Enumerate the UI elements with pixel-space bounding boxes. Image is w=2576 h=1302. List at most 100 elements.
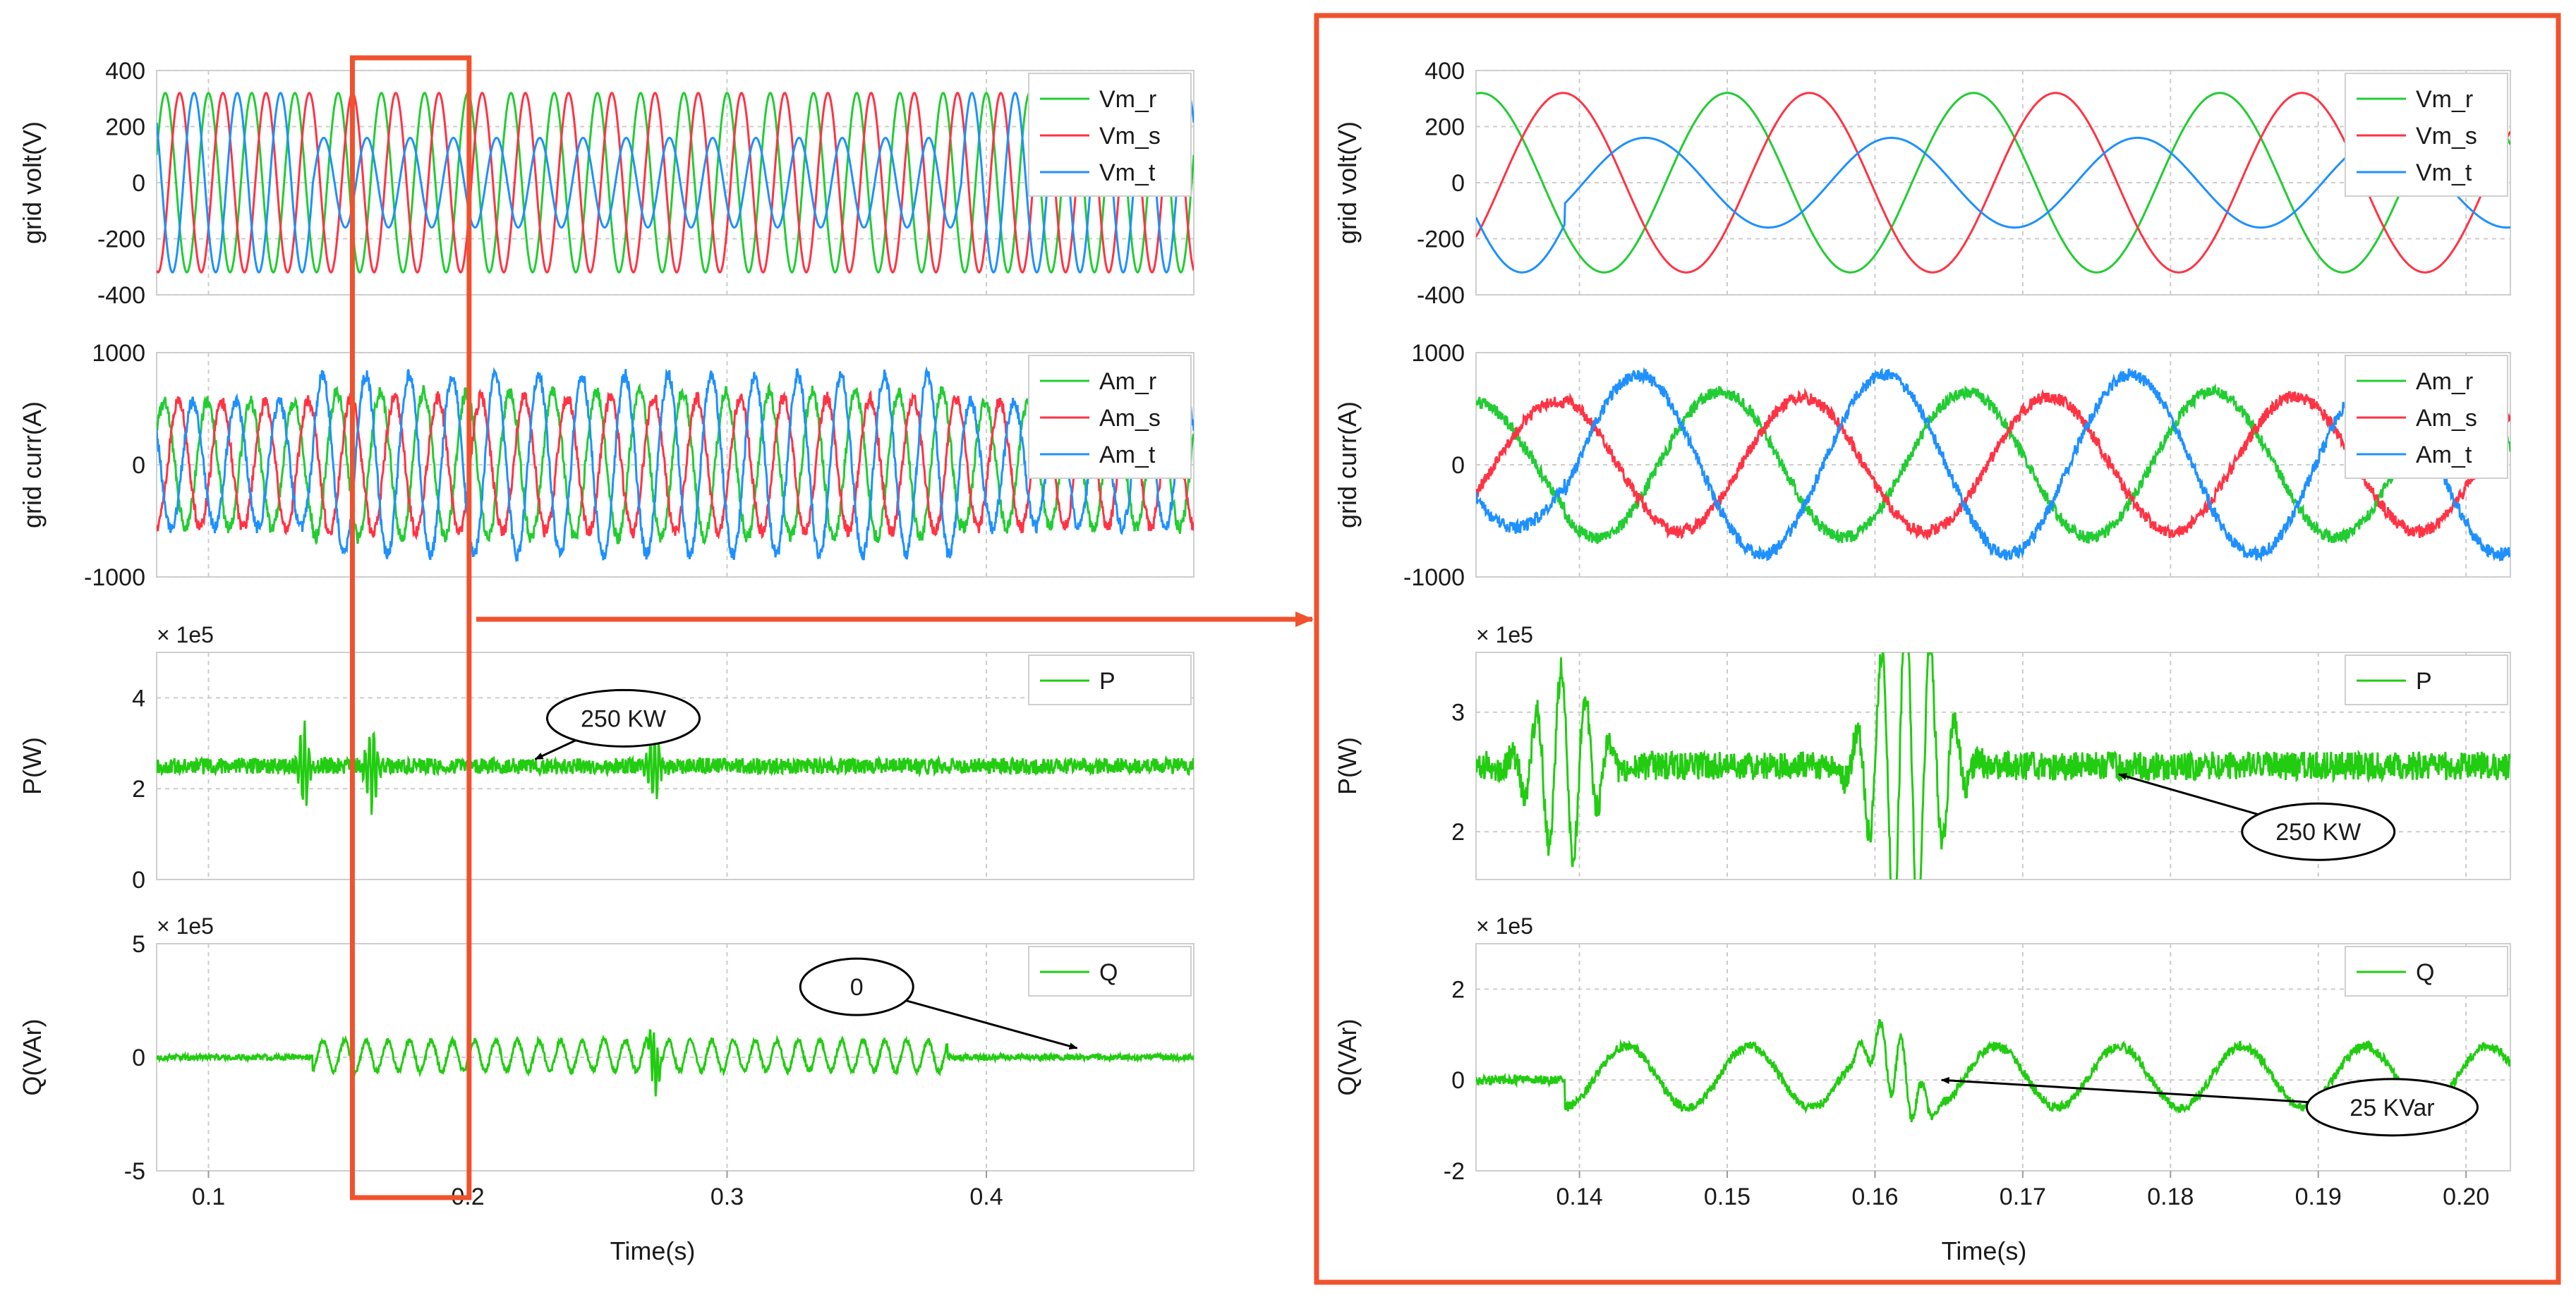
y-tick-label: 2 bbox=[1451, 819, 1465, 846]
chart-right-voltage: 400 200 0 -200 -400 grid volt(V) Vm_r Vm_s Vm_t bbox=[1333, 58, 2511, 309]
y-tick-label: 0 bbox=[1451, 1067, 1465, 1094]
legend-label: Q bbox=[1099, 959, 1118, 986]
y-tick-label: 3 bbox=[1451, 700, 1465, 726]
chart-left-voltage: 400 200 0 -200 -400 grid volt(V) Vm_r Vm_s Vm_t bbox=[18, 58, 1195, 309]
annotation-text: 25 KVar bbox=[2350, 1095, 2434, 1121]
legend-label: Vm_r bbox=[2416, 86, 2473, 113]
x-tick-label: 0.3 bbox=[710, 1184, 744, 1210]
annotation-text: 250 KW bbox=[2275, 819, 2361, 846]
y-tick-label: -400 bbox=[97, 282, 145, 309]
series-line-P bbox=[1476, 652, 2510, 880]
x-tick-label: 0.20 bbox=[2443, 1184, 2489, 1210]
y-scale-label: × 1e5 bbox=[157, 913, 214, 939]
y-axis-label: grid curr(A) bbox=[18, 401, 47, 528]
y-tick-label: 0 bbox=[132, 867, 145, 894]
legend-label: Vm_t bbox=[1099, 159, 1156, 186]
plot-area bbox=[1475, 943, 2511, 1172]
y-tick-label: 0 bbox=[132, 1045, 145, 1071]
y-tick-label: 0 bbox=[1451, 170, 1465, 197]
y-tick-label: 400 bbox=[105, 58, 145, 85]
series-line-Q bbox=[157, 1028, 1194, 1097]
annotation-arrow bbox=[2118, 773, 2258, 816]
annotation-text: 0 bbox=[850, 974, 864, 1001]
y-tick-label: -2 bbox=[1444, 1158, 1465, 1185]
legend-label: P bbox=[1099, 668, 1115, 695]
annotation-text: 250 KW bbox=[581, 705, 666, 732]
series-line-Am_s bbox=[1476, 387, 2510, 542]
annotation-arrow bbox=[905, 999, 1078, 1049]
legend-label: Vm_r bbox=[1099, 86, 1156, 113]
y-tick-label: 400 bbox=[1425, 58, 1465, 85]
series-line-Am_s bbox=[157, 388, 1194, 541]
annotation-bubble bbox=[2241, 802, 2396, 861]
y-tick-label: -400 bbox=[1417, 282, 1465, 309]
series-line-P bbox=[157, 720, 1194, 815]
series-line-Am_t bbox=[1476, 367, 2510, 563]
annotation-bubble bbox=[546, 688, 701, 748]
legend-label: Am_s bbox=[2416, 405, 2477, 432]
y-tick-label: 0 bbox=[132, 170, 145, 197]
chart-right-current: 1000 0 -1000 grid curr(A) Am_r Am_s Am_t bbox=[1333, 340, 2511, 591]
y-axis-label: grid volt(V) bbox=[18, 121, 47, 244]
y-tick-label: -200 bbox=[97, 226, 145, 253]
x-tick-label: 0.1 bbox=[192, 1184, 225, 1210]
y-axis-label: grid volt(V) bbox=[1333, 121, 1362, 244]
legend-label: Q bbox=[2416, 959, 2434, 986]
y-axis-label: grid curr(A) bbox=[1333, 401, 1362, 528]
x-tick-label: 0.16 bbox=[1851, 1184, 1898, 1210]
legend-label: Vm_s bbox=[1099, 123, 1161, 150]
series-line-Am_r bbox=[1476, 382, 2510, 545]
annotation-bubble bbox=[2305, 1078, 2479, 1137]
series-line-Vm_s bbox=[157, 92, 1194, 274]
y-tick-label: 2 bbox=[132, 776, 145, 803]
series-line-Vm_t bbox=[1476, 136, 2510, 274]
chart-right-reactive-power: 2 0 -2 0.14 0.15 0.16 0.17 0.18 0.19 0.20 Q(VAr) × … bbox=[1333, 913, 2511, 1210]
legend-label: Am_r bbox=[1099, 368, 1156, 395]
x-tick-label: 0.19 bbox=[2295, 1184, 2342, 1210]
y-tick-label: -1000 bbox=[84, 564, 145, 591]
y-axis-label: Q(VAr) bbox=[18, 1018, 47, 1095]
y-tick-label: -5 bbox=[124, 1158, 145, 1185]
y-axis-label: P(W) bbox=[18, 737, 47, 795]
series-line-Am_t bbox=[157, 366, 1194, 564]
legend-label: Am_r bbox=[2416, 368, 2473, 395]
y-axis-label: Q(VAr) bbox=[1333, 1018, 1362, 1095]
y-tick-label: -200 bbox=[1417, 226, 1465, 253]
series-line-Vm_t bbox=[157, 92, 1194, 274]
y-tick-label: 0 bbox=[132, 452, 145, 479]
chart-right-active-power: 3 2 P(W) × 1e5 P 250 KW bbox=[1333, 622, 2511, 880]
y-tick-label: 0 bbox=[1451, 452, 1465, 479]
legend-label: Am_t bbox=[1099, 442, 1156, 468]
zoom-window-highlight bbox=[349, 55, 472, 1200]
x-tick-label: 0.17 bbox=[2000, 1184, 2046, 1210]
y-tick-label: -1000 bbox=[1403, 564, 1465, 591]
y-scale-label: × 1e5 bbox=[1476, 913, 1533, 939]
legend-label: Vm_t bbox=[2416, 159, 2472, 186]
left-xlabel: Time(s) bbox=[610, 1236, 696, 1265]
x-tick-label: 0.15 bbox=[1704, 1184, 1750, 1210]
chart-left-current: 1000 0 -1000 grid curr(A) Am_r Am_s Am_t bbox=[18, 340, 1195, 591]
y-tick-label: 2 bbox=[1451, 976, 1465, 1003]
y-tick-label: 4 bbox=[132, 685, 145, 712]
y-tick-label: 1000 bbox=[92, 340, 145, 367]
right-xlabel: Time(s) bbox=[1942, 1236, 2027, 1265]
annotation-arrow bbox=[1940, 1076, 2309, 1104]
zoom-panel-frame bbox=[1314, 13, 2561, 1285]
chart-left-active-power: 4 2 0 P(W) × 1e5 P 250 KW bbox=[18, 622, 1195, 894]
y-tick-label: 200 bbox=[105, 114, 145, 141]
y-tick-label: 5 bbox=[132, 931, 145, 958]
legend-label: Am_t bbox=[2416, 442, 2472, 468]
x-tick-label: 0.4 bbox=[969, 1184, 1003, 1210]
y-scale-label: × 1e5 bbox=[1476, 622, 1533, 647]
legend-label: Am_s bbox=[1099, 405, 1161, 432]
legend-label: Vm_s bbox=[2416, 123, 2477, 150]
series-line-Q bbox=[1476, 1018, 2510, 1123]
series-line-Vm_r bbox=[1476, 92, 2510, 274]
y-axis-label: P(W) bbox=[1333, 737, 1362, 795]
y-tick-label: 1000 bbox=[1411, 340, 1465, 367]
y-tick-label: 200 bbox=[1425, 114, 1465, 141]
x-tick-label: 0.14 bbox=[1556, 1184, 1603, 1210]
x-tick-label: 0.18 bbox=[2147, 1184, 2194, 1210]
